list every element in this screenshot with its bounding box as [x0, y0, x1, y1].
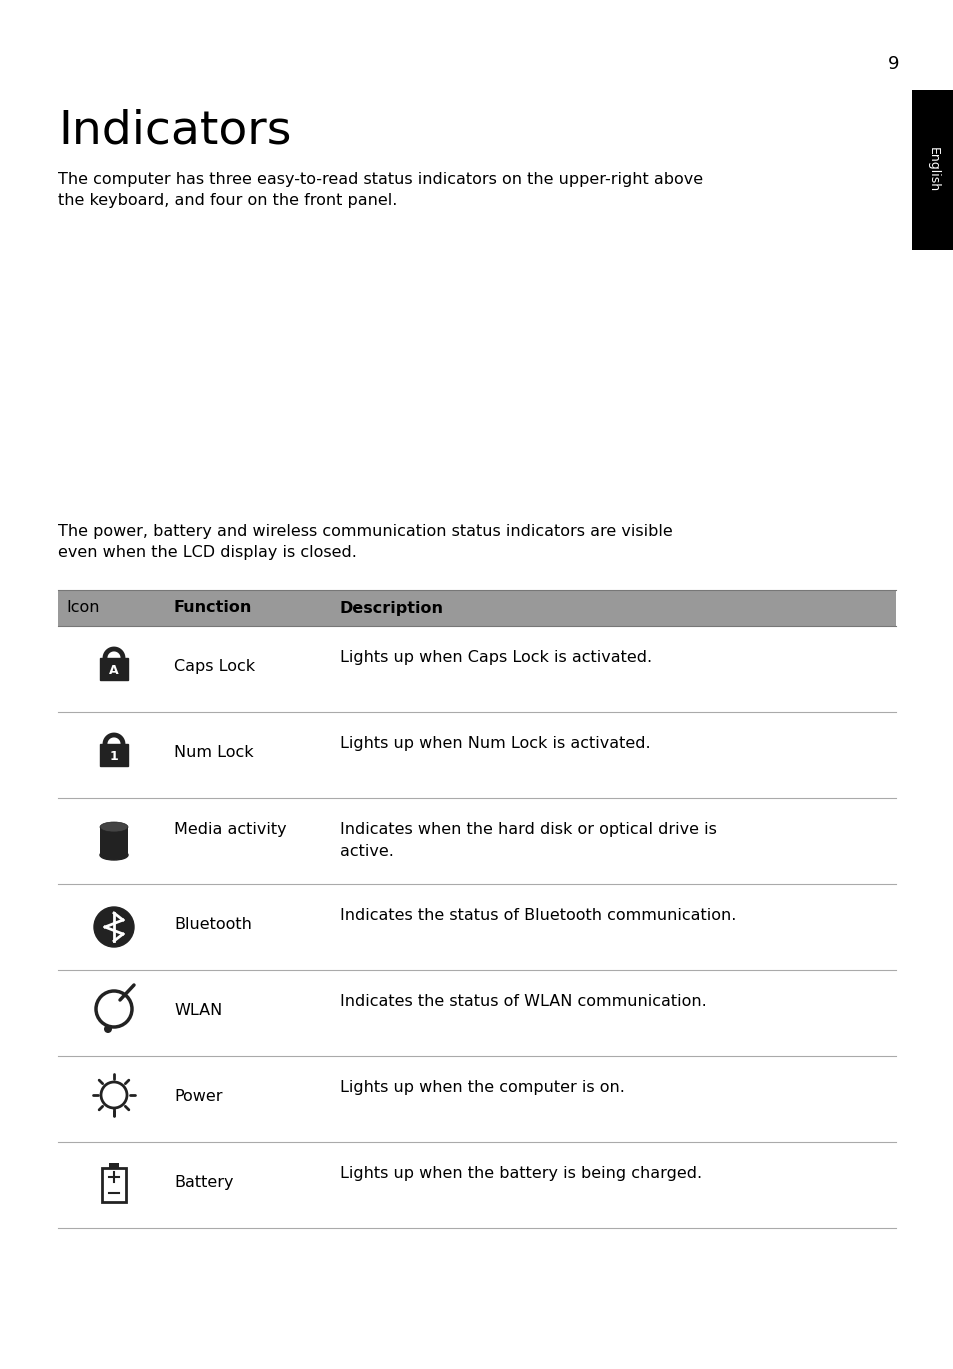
Ellipse shape — [100, 850, 128, 860]
Text: Lights up when Caps Lock is activated.: Lights up when Caps Lock is activated. — [339, 650, 652, 665]
Bar — [109, 1164, 119, 1168]
Text: Lights up when the computer is on.: Lights up when the computer is on. — [339, 1080, 624, 1095]
Text: A: A — [109, 664, 119, 676]
Bar — [58, 590, 895, 626]
Circle shape — [104, 1025, 112, 1034]
Text: Indicates the status of WLAN communication.: Indicates the status of WLAN communicati… — [339, 994, 706, 1009]
Text: The power, battery and wireless communication status indicators are visible
even: The power, battery and wireless communic… — [58, 524, 672, 560]
Text: Indicates when the hard disk or optical drive is: Indicates when the hard disk or optical … — [339, 821, 716, 836]
Text: Num Lock: Num Lock — [173, 745, 253, 760]
Bar — [102, 1168, 126, 1202]
Bar — [100, 658, 128, 680]
Bar — [100, 743, 128, 767]
Ellipse shape — [100, 821, 128, 832]
Text: Caps Lock: Caps Lock — [173, 658, 254, 674]
Text: Media activity: Media activity — [173, 821, 286, 836]
Text: Lights up when the battery is being charged.: Lights up when the battery is being char… — [339, 1166, 701, 1181]
Text: Indicators: Indicators — [58, 108, 291, 153]
Text: Icon: Icon — [66, 601, 99, 616]
Text: Power: Power — [173, 1088, 222, 1103]
Text: The computer has three easy-to-read status indicators on the upper-right above
t: The computer has three easy-to-read stat… — [58, 172, 702, 208]
Text: 9: 9 — [886, 55, 898, 73]
Text: Lights up when Num Lock is activated.: Lights up when Num Lock is activated. — [339, 737, 650, 752]
Text: WLAN: WLAN — [173, 1002, 222, 1017]
Text: Description: Description — [339, 601, 443, 616]
Text: Bluetooth: Bluetooth — [173, 917, 252, 932]
Circle shape — [94, 908, 133, 947]
Bar — [911, 90, 953, 251]
Text: active.: active. — [339, 845, 394, 860]
Text: Indicates the status of Bluetooth communication.: Indicates the status of Bluetooth commun… — [339, 908, 736, 923]
Text: Battery: Battery — [173, 1175, 233, 1190]
Text: English: English — [925, 148, 939, 193]
Bar — [100, 827, 128, 856]
Text: Function: Function — [173, 601, 253, 616]
Text: 1: 1 — [110, 749, 118, 763]
